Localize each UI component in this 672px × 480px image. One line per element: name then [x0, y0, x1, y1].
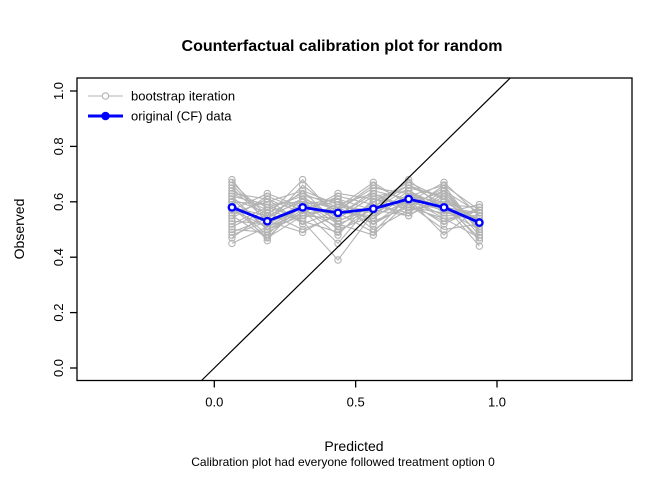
original-point-marker: [333, 208, 343, 218]
bootstrap-point-marker: [369, 184, 378, 192]
bootstrap-point-marker: [228, 234, 236, 242]
y-tick-label: 0.2: [51, 304, 66, 322]
original-point-marker: [474, 218, 484, 227]
original-point-marker: [298, 202, 308, 212]
y-tick-label: 1.0: [51, 82, 66, 100]
bootstrap-point-marker: [334, 228, 342, 237]
original-point-marker: [262, 216, 272, 226]
original-point-marker: [439, 202, 449, 212]
bootstrap-point-marker: [440, 181, 448, 189]
bootstrap-point-marker: [263, 234, 272, 242]
bootstrap-point-marker: [369, 231, 378, 239]
bootstrap-point-marker: [369, 225, 378, 234]
bootstrap-point-marker: [475, 203, 484, 212]
bootstrap-point-marker: [228, 225, 236, 234]
original-point-marker: [227, 202, 237, 212]
bootstrap-point-marker: [369, 195, 378, 203]
y-tick-label: 0.6: [51, 193, 66, 211]
original-point-marker: [404, 194, 414, 204]
legend-filled-circle-icon: [101, 111, 110, 121]
x-axis-label: Predicted: [324, 438, 383, 454]
legend-open-circle-icon: [101, 92, 110, 100]
bootstrap-point-marker: [298, 217, 307, 225]
bootstrap-point-marker: [334, 189, 342, 198]
bootstrap-point-marker: [475, 209, 484, 217]
bootstrap-point-marker: [440, 231, 448, 239]
bootstrap-point-marker: [228, 239, 236, 248]
y-tick-label: 0.8: [51, 137, 66, 155]
bootstrap-point-marker: [334, 195, 342, 203]
y-tick-label: 0.4: [51, 248, 66, 266]
bootstrap-point-marker: [440, 192, 448, 201]
bootstrap-point-marker: [228, 175, 236, 184]
bootstrap-point-marker: [263, 200, 272, 209]
bootstrap-point-marker: [334, 256, 342, 264]
bootstrap-point-marker: [298, 228, 307, 237]
legend-label: original (CF) data: [131, 109, 232, 124]
y-tick-label: 0.0: [51, 359, 66, 377]
bootstrap-line: [231, 179, 480, 225]
bootstrap-point-marker: [440, 186, 448, 195]
bootstrap-point-marker: [404, 181, 413, 189]
x-tick-label: 1.0: [488, 395, 506, 410]
bootstrap-point-marker: [263, 195, 272, 203]
bootstrap-point-marker: [228, 220, 236, 228]
bootstrap-point-marker: [404, 206, 413, 214]
plot-area: 0.0 0.5 1.0 0.0 0.2 0.4 0.6 0.8 1.0 bootstrap ite…: [51, 77, 633, 410]
bootstrap-line: [231, 181, 480, 233]
identity-line: [201, 77, 511, 381]
bootstrap-point-marker: [440, 214, 448, 223]
y-axis-label: Observed: [11, 199, 27, 260]
original-line: [231, 197, 480, 224]
x-tick-label: 0.5: [347, 395, 365, 410]
bootstrap-line: [231, 190, 480, 231]
bootstrap-point-marker: [298, 175, 307, 184]
bootstrap-point-marker: [369, 189, 378, 198]
bootstrap-point-marker: [228, 192, 236, 201]
bootstrap-point-marker: [228, 214, 236, 223]
original-point-marker: [368, 204, 378, 214]
bootstrap-point-marker: [404, 211, 413, 220]
chart-subtitle: Calibration plot had everyone followed t…: [191, 455, 495, 469]
bootstrap-point-marker: [298, 186, 307, 195]
bootstrap-point-marker: [475, 228, 484, 237]
legend-label: bootstrap iteration: [131, 89, 235, 104]
plot-border: [76, 77, 633, 382]
bootstrap-point-marker: [475, 234, 484, 242]
bootstrap-point-marker: [228, 184, 236, 192]
bootstrap-line: [231, 187, 480, 236]
bootstrap-line: [231, 181, 480, 236]
chart-title: Counterfactual calibration plot for rand…: [182, 38, 503, 55]
bootstrap-line: [231, 190, 480, 233]
bootstrap-point-marker: [228, 228, 236, 237]
bootstrap-point-marker: [369, 178, 378, 187]
bootstrap-line: [231, 195, 480, 239]
bootstrap-point-marker: [334, 200, 342, 209]
bootstrap-line: [231, 184, 480, 225]
bootstrap-line: [231, 184, 480, 233]
bootstrap-point-marker: [369, 220, 378, 228]
x-tick-label: 0.0: [205, 395, 223, 410]
bootstrap-point-marker: [475, 242, 484, 250]
bootstrap-point-marker: [263, 209, 272, 217]
bootstrap-point-marker: [298, 181, 307, 189]
bootstrap-point-marker: [334, 220, 342, 228]
bootstrap-point-marker: [228, 211, 236, 220]
bootstrap-point-marker: [440, 225, 448, 234]
